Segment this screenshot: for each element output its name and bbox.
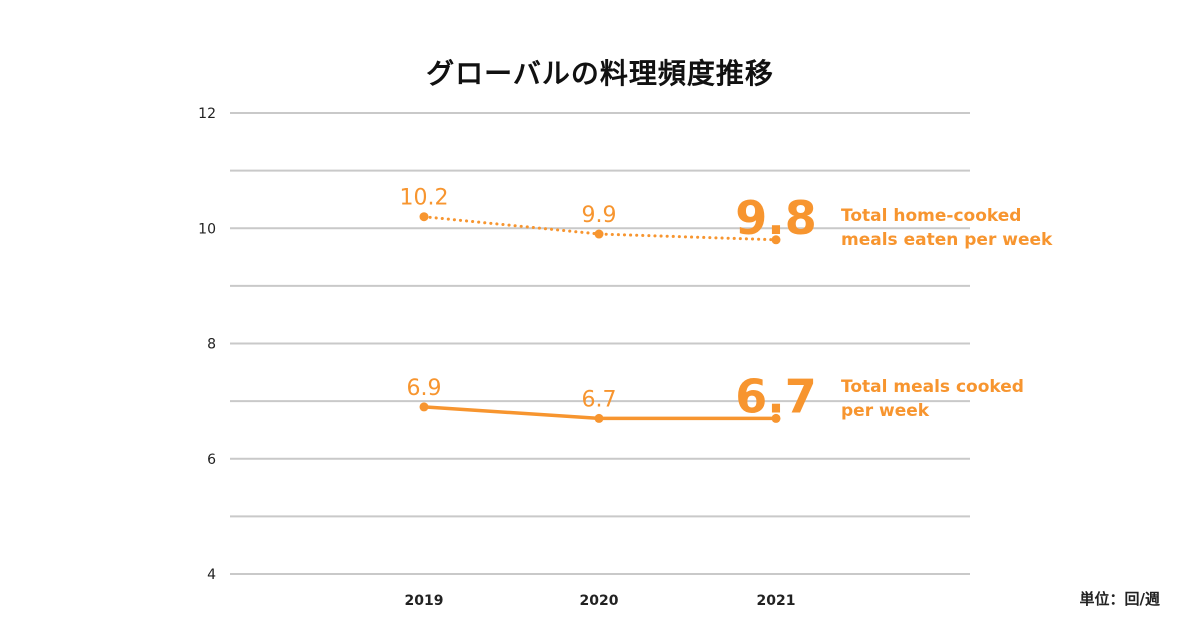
- grid-lines: [230, 112, 970, 575]
- legend-meals-cooked-line-1: Total meals cooked: [841, 377, 1024, 397]
- y-tick-label: 12: [198, 106, 216, 122]
- data-point: [771, 413, 781, 423]
- legend-meals-cooked: Total meals cooked per week: [841, 375, 1024, 423]
- chart-title: グローバルの料理頻度推移: [426, 57, 774, 90]
- x-tick-label: 2019: [405, 593, 444, 609]
- y-axis-ticks: 12 10 8 6 4: [198, 106, 216, 583]
- data-point: [594, 413, 604, 423]
- x-tick-label: 2021: [757, 593, 796, 609]
- data-point: [771, 235, 781, 245]
- data-label: 9.8: [735, 191, 817, 245]
- x-axis-ticks: 2019 2020 2021: [405, 593, 796, 609]
- data-label: 9.9: [582, 203, 617, 228]
- y-tick-label: 4: [207, 567, 216, 583]
- legend-home-cooked-eaten: Total home-cooked meals eaten per week: [841, 204, 1052, 252]
- unit-label: 単位：回/週: [1079, 590, 1160, 608]
- y-tick-label: 10: [198, 221, 216, 237]
- data-label: 6.7: [735, 369, 817, 423]
- data-label: 6.7: [582, 387, 617, 412]
- series: 10.2 9.9 9.8 6.9 6.7 6.7: [400, 186, 817, 424]
- y-tick-label: 6: [207, 452, 216, 468]
- data-label: 10.2: [400, 186, 449, 211]
- data-point: [419, 402, 429, 412]
- y-tick-label: 8: [207, 337, 216, 353]
- legend-home-cooked-eaten-line-1: Total home-cooked: [841, 206, 1022, 226]
- data-point: [594, 229, 604, 239]
- x-tick-label: 2020: [580, 593, 619, 609]
- data-label: 6.9: [407, 376, 442, 401]
- legend-home-cooked-eaten-line-2: meals eaten per week: [841, 230, 1053, 250]
- data-point: [419, 212, 429, 222]
- legend-meals-cooked-line-2: per week: [841, 401, 930, 421]
